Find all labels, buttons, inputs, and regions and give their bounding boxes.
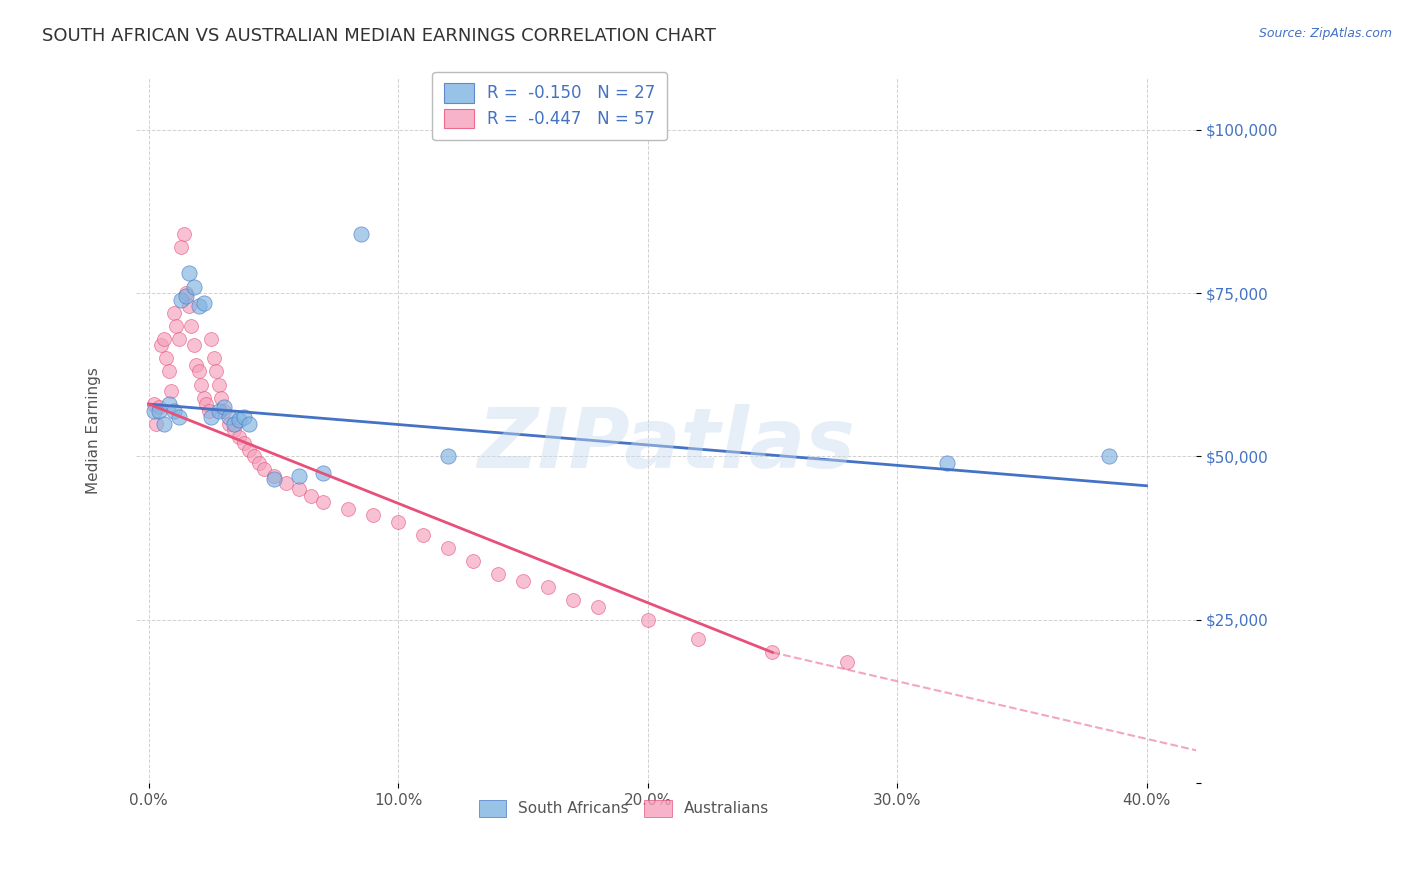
Point	[177, 299, 200, 313]
Point	[173, 227, 195, 242]
Point	[761, 645, 783, 659]
Text: Source: ZipAtlas.com: Source: ZipAtlas.com	[1258, 27, 1392, 40]
Point	[312, 495, 335, 509]
Point	[153, 332, 176, 346]
Point	[174, 289, 197, 303]
Point	[167, 332, 190, 346]
Point	[174, 286, 197, 301]
Point	[312, 466, 335, 480]
Point	[337, 501, 360, 516]
Point	[238, 417, 260, 431]
Point	[387, 515, 409, 529]
Point	[212, 401, 235, 415]
Point	[263, 469, 285, 483]
Point	[142, 403, 165, 417]
Point	[145, 417, 167, 431]
Point	[148, 403, 170, 417]
Point	[193, 296, 215, 310]
Point	[537, 580, 560, 594]
Point	[287, 482, 309, 496]
Point	[1098, 450, 1121, 464]
Point	[837, 655, 859, 669]
Point	[186, 358, 208, 372]
Point	[936, 456, 959, 470]
Point	[160, 384, 183, 398]
Point	[637, 613, 659, 627]
Point	[157, 397, 180, 411]
Point	[187, 364, 209, 378]
Point	[190, 377, 212, 392]
Point	[232, 436, 254, 450]
Point	[350, 227, 373, 242]
Point	[287, 469, 309, 483]
Point	[167, 410, 190, 425]
Point	[412, 528, 434, 542]
Point	[180, 318, 202, 333]
Point	[183, 338, 205, 352]
Point	[228, 430, 250, 444]
Point	[150, 338, 173, 352]
Point	[195, 397, 218, 411]
Point	[252, 462, 274, 476]
Point	[299, 489, 322, 503]
Text: SOUTH AFRICAN VS AUSTRALIAN MEDIAN EARNINGS CORRELATION CHART: SOUTH AFRICAN VS AUSTRALIAN MEDIAN EARNI…	[42, 27, 716, 45]
Point	[437, 450, 460, 464]
Point	[200, 332, 222, 346]
Point	[209, 391, 232, 405]
Point	[202, 351, 225, 366]
Point	[586, 599, 609, 614]
Point	[193, 391, 215, 405]
Point	[232, 410, 254, 425]
Point	[208, 403, 231, 417]
Point	[512, 574, 534, 588]
Point	[247, 456, 270, 470]
Point	[218, 417, 240, 431]
Point	[228, 413, 250, 427]
Point	[208, 377, 231, 392]
Point	[177, 267, 200, 281]
Point	[263, 472, 285, 486]
Text: ZIPatlas: ZIPatlas	[478, 404, 855, 485]
Text: Median Earnings: Median Earnings	[87, 367, 101, 493]
Point	[187, 299, 209, 313]
Point	[170, 293, 193, 307]
Point	[148, 401, 170, 415]
Point	[155, 351, 177, 366]
Point	[218, 410, 240, 425]
Point	[363, 508, 385, 523]
Point	[686, 632, 709, 647]
Legend: South Africans, Australians: South Africans, Australians	[471, 792, 778, 825]
Point	[170, 240, 193, 254]
Point	[461, 554, 484, 568]
Point	[222, 423, 245, 437]
Point	[561, 593, 583, 607]
Point	[163, 305, 186, 319]
Point	[274, 475, 297, 490]
Point	[157, 364, 180, 378]
Point	[200, 410, 222, 425]
Point	[165, 318, 187, 333]
Point	[212, 403, 235, 417]
Point	[163, 403, 186, 417]
Point	[437, 541, 460, 555]
Point	[242, 450, 264, 464]
Point	[153, 417, 176, 431]
Point	[486, 566, 509, 581]
Point	[205, 364, 228, 378]
Point	[222, 417, 245, 431]
Point	[183, 279, 205, 293]
Point	[142, 397, 165, 411]
Point	[238, 442, 260, 457]
Point	[197, 403, 219, 417]
